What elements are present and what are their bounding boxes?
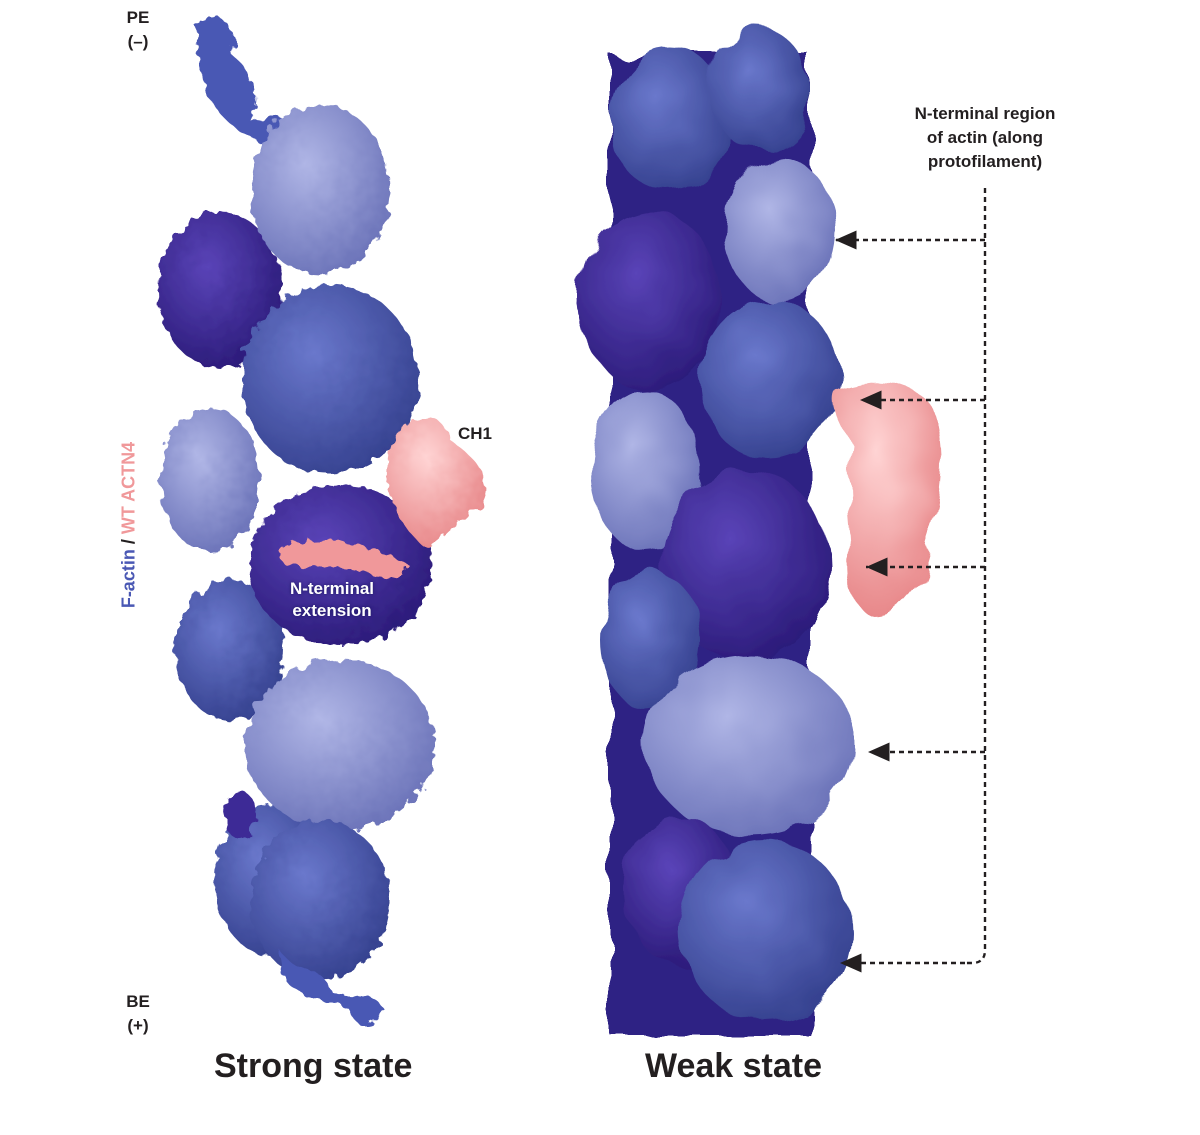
strong-subunit [245, 660, 435, 830]
weak-subunit [680, 840, 850, 1020]
legend-separator: / [118, 534, 139, 550]
strong-subunit [250, 105, 390, 275]
weak-subunit [660, 470, 830, 660]
ch1-domain [386, 417, 486, 548]
weak-subunit [645, 655, 855, 835]
ch1-label: CH1 [458, 424, 493, 443]
pointed-end-sign: (–) [127, 32, 149, 51]
weak-subunit [610, 48, 730, 192]
n-terminal-line2: extension [292, 601, 372, 620]
weak-ch1-domain [832, 381, 945, 615]
pointed-end-text: PE [126, 8, 150, 27]
strong-subunit [250, 820, 390, 980]
annotation-line3: protofilament) [927, 152, 1043, 171]
strong-subunit [158, 212, 282, 368]
annotation-line2: of actin (along [926, 128, 1044, 147]
annotation-bracket [835, 188, 987, 973]
weak-subunit [580, 210, 720, 390]
strong-state-title: Strong state [214, 1047, 413, 1085]
weak-state-title: Weak state [645, 1047, 823, 1085]
n-terminal-extension [278, 540, 410, 579]
n-terminal-region-annotation: N-terminal region of actin (along protof… [880, 102, 1090, 174]
pointed-end-label: PE (–) [110, 6, 166, 54]
strong-subunit [242, 285, 418, 475]
legend-factin: F-actin [118, 549, 139, 609]
strong-subunit [160, 408, 260, 552]
annotation-line1: N-terminal region [914, 104, 1056, 123]
strong-state-filament [158, 17, 435, 1025]
bracket-vertical-line [965, 188, 987, 965]
weak-subunit [700, 300, 840, 460]
barbed-end-label: BE (+) [110, 990, 166, 1038]
weak-subunit [590, 390, 700, 550]
strong-bottom-wisps [280, 950, 385, 1025]
n-terminal-extension-label: N-terminal extension [262, 578, 402, 622]
weak-state-filament [580, 30, 855, 1035]
legend-actn4: WT ACTN4 [118, 441, 139, 535]
color-legend: F-actin / WT ACTN4 [119, 442, 140, 608]
strong-subunit [175, 580, 285, 720]
n-terminal-line1: N-terminal [289, 579, 375, 598]
weak-subunit [600, 570, 700, 710]
strong-subunit [224, 791, 256, 839]
weak-subunit [725, 158, 835, 302]
barbed-end-text: BE [126, 992, 150, 1011]
weak-subunit [710, 30, 810, 150]
barbed-end-sign: (+) [127, 1016, 149, 1035]
